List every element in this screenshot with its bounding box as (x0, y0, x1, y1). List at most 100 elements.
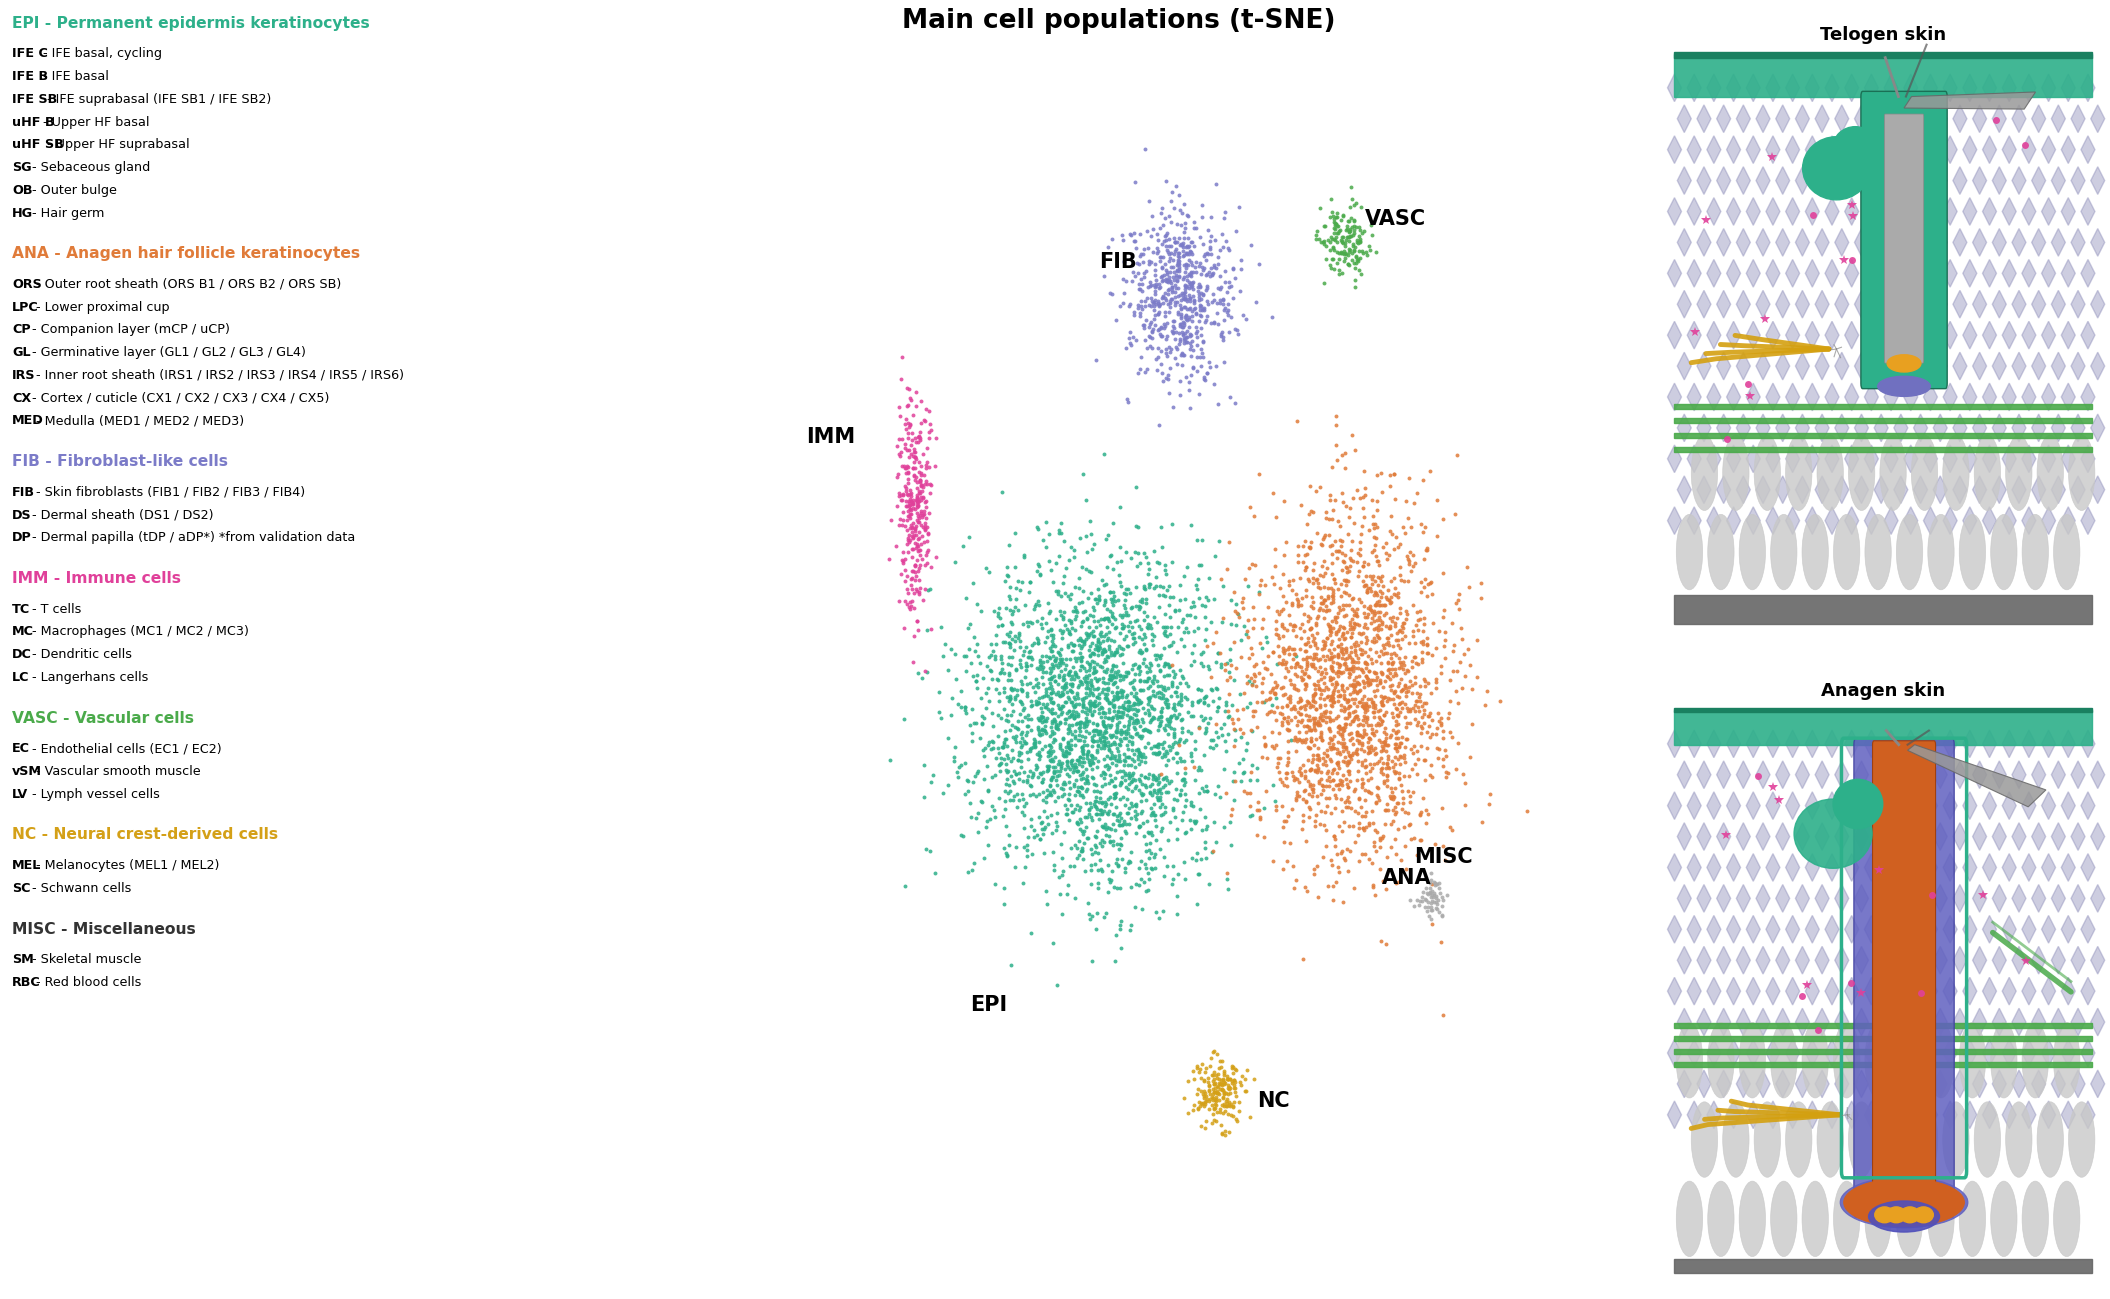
Point (893, 504, 926, 525)
Point (1082, 586, 1116, 607)
Point (1163, 590, 1196, 611)
Polygon shape (1825, 383, 1840, 410)
Point (1357, 585, 1390, 605)
Point (1336, 688, 1369, 709)
Point (1296, 687, 1329, 708)
Polygon shape (1785, 74, 1800, 101)
Text: - Outer bulge: - Outer bulge (27, 183, 118, 197)
Point (884, 347, 918, 368)
Point (1268, 831, 1302, 852)
Polygon shape (1766, 853, 1781, 881)
Point (1344, 264, 1378, 284)
Point (1158, 287, 1192, 308)
Circle shape (2053, 1022, 2080, 1098)
Point (912, 540, 945, 561)
Point (1150, 368, 1184, 388)
Point (1319, 624, 1353, 644)
Point (1382, 818, 1416, 839)
Point (1097, 656, 1131, 677)
Point (1169, 274, 1203, 295)
Point (1334, 220, 1367, 240)
Point (1319, 662, 1353, 683)
Point (1338, 242, 1372, 262)
Polygon shape (1962, 383, 1977, 410)
Point (1321, 843, 1355, 864)
Point (1034, 750, 1068, 770)
Point (1148, 714, 1182, 735)
Point (1376, 688, 1409, 709)
Point (1317, 759, 1350, 779)
Point (1317, 591, 1350, 612)
Point (1239, 665, 1272, 686)
Point (1283, 656, 1317, 677)
Point (1279, 626, 1312, 647)
Point (1380, 740, 1414, 761)
Point (1196, 1074, 1230, 1095)
Point (1095, 709, 1129, 730)
Point (1108, 252, 1142, 273)
Point (1346, 696, 1380, 717)
Point (1163, 334, 1196, 355)
Point (1363, 601, 1397, 622)
Point (1186, 234, 1220, 255)
Point (1142, 742, 1175, 763)
Point (1108, 811, 1142, 831)
Point (1167, 283, 1201, 304)
Point (1382, 587, 1416, 608)
Polygon shape (1983, 321, 1996, 349)
Point (1091, 599, 1125, 620)
Point (1211, 300, 1245, 321)
Point (1188, 1087, 1222, 1108)
Point (981, 743, 1015, 764)
Point (1074, 838, 1108, 859)
Point (1015, 635, 1049, 656)
Point (1323, 586, 1357, 607)
Point (1300, 755, 1334, 776)
Point (1139, 348, 1173, 369)
Point (903, 527, 937, 548)
Point (1369, 799, 1403, 820)
Point (1279, 740, 1312, 761)
Point (1152, 269, 1186, 290)
Point (888, 434, 922, 455)
Point (1085, 803, 1118, 824)
Point (1296, 690, 1329, 711)
Point (901, 534, 935, 555)
Point (1133, 721, 1167, 742)
Point (1112, 699, 1146, 720)
Point (1139, 782, 1173, 803)
Point (1321, 635, 1355, 656)
Point (1051, 799, 1085, 820)
Point (903, 508, 937, 529)
Point (1068, 751, 1101, 772)
Polygon shape (1865, 1102, 1878, 1129)
Point (1304, 814, 1338, 835)
Point (895, 595, 928, 616)
Point (1118, 477, 1152, 498)
Point (1228, 1081, 1262, 1102)
Point (1213, 835, 1247, 856)
Point (1118, 171, 1152, 192)
Point (1156, 631, 1190, 652)
Point (1095, 860, 1129, 881)
Bar (1675, 447, 2091, 452)
Point (1099, 685, 1133, 705)
Point (990, 846, 1023, 866)
Point (1059, 598, 1093, 618)
Point (1304, 638, 1338, 659)
Point (1021, 630, 1055, 651)
Point (1304, 648, 1338, 669)
Point (1334, 664, 1367, 685)
Point (1163, 184, 1196, 205)
Point (1188, 368, 1222, 388)
Point (1110, 822, 1144, 843)
Point (1201, 643, 1234, 664)
Point (1120, 688, 1154, 709)
Point (1367, 872, 1401, 892)
Polygon shape (2080, 1102, 2095, 1129)
Point (1034, 717, 1068, 738)
Point (1158, 231, 1192, 252)
Point (1268, 657, 1302, 678)
Point (1110, 604, 1144, 625)
Point (1346, 498, 1380, 518)
